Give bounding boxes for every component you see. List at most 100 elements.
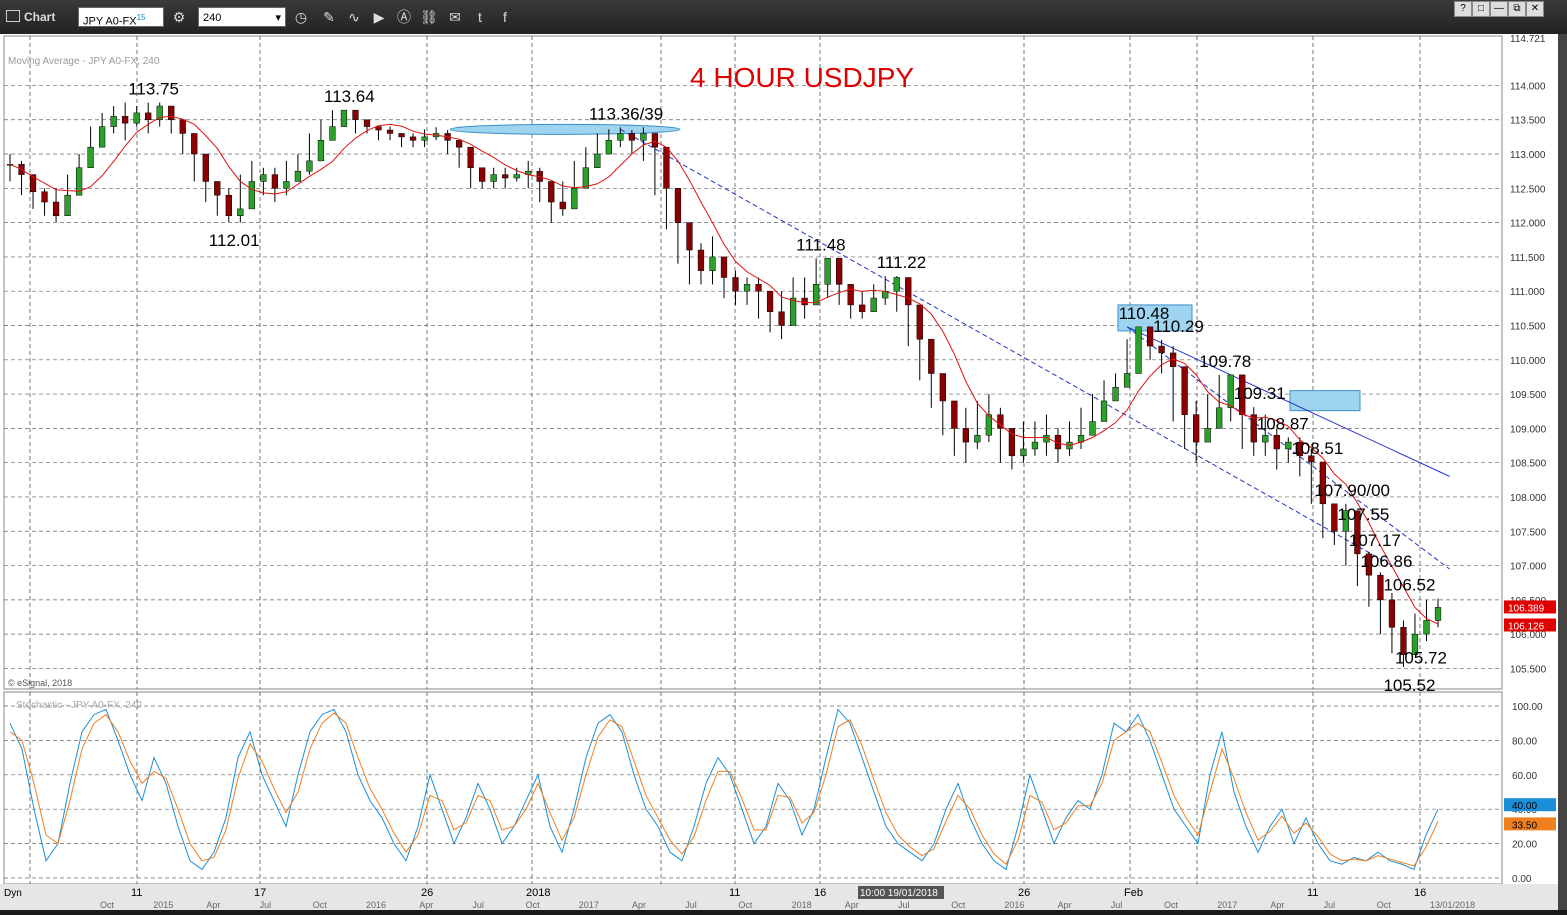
candle-body <box>548 181 555 203</box>
facebook-icon[interactable]: f <box>503 9 507 25</box>
candle-body <box>179 119 186 134</box>
price-annotation: 107.55 <box>1337 505 1389 524</box>
alert-icon[interactable]: Ⓐ <box>397 9 411 25</box>
chart-area[interactable]: 114.000 113.500 113.000 112.500 112.000 111.5… <box>0 34 1558 910</box>
candle-body <box>156 105 163 120</box>
chart-main-title: 4 HOUR USDJPY <box>690 62 914 93</box>
time-tick-sublabel: 2018 <box>792 900 812 910</box>
price-annotation: 110.29 <box>1153 317 1204 336</box>
price-annotation: 108.51 <box>1291 439 1343 458</box>
stoch-tick-label: 100.00 <box>1512 702 1543 713</box>
highlight-box <box>1289 390 1361 412</box>
chart-title: Chart <box>6 7 55 27</box>
twitter-icon[interactable]: t <box>478 9 482 25</box>
candle-body <box>502 174 509 179</box>
candle-body <box>1089 421 1096 436</box>
help-button[interactable]: ? <box>1454 1 1472 17</box>
time-tick-label: 2018 <box>526 887 550 899</box>
price-tick-label: 106.000 <box>1510 630 1547 641</box>
link-icon[interactable]: ⛓ <box>420 9 438 25</box>
comment-icon[interactable]: ✉ <box>449 9 461 25</box>
trendline <box>620 128 1393 566</box>
candle-body <box>755 284 762 292</box>
candle-body <box>905 277 912 306</box>
current-price-label: 106.389 <box>1508 603 1545 614</box>
candle-body <box>1308 455 1315 463</box>
minimize-button[interactable]: — <box>1490 1 1508 17</box>
crosshair-time: 10:00 19/01/2018 <box>860 888 938 899</box>
candle-body <box>605 140 612 155</box>
moving-average <box>9 115 1439 625</box>
annotations: 113.75 112.01 113.64 113.36/39 111.48 111.22 1… <box>128 80 1447 695</box>
time-tick-label: 16 <box>814 887 826 899</box>
scrollbar[interactable] <box>1558 34 1567 910</box>
price-top-label: 114.721 <box>1510 34 1546 45</box>
price-tick-label: 105.500 <box>1510 664 1547 675</box>
time-tick-sublabel: Jul <box>1111 900 1123 910</box>
draw-curve-icon[interactable]: ∿ <box>348 9 360 25</box>
price-tick-label: 111.500 <box>1510 253 1545 264</box>
clock-icon[interactable]: ◷ <box>294 9 308 25</box>
candle-body <box>985 414 993 436</box>
time-tick-sublabel: Oct <box>1377 900 1392 910</box>
maximize-button[interactable]: □ <box>1472 1 1490 17</box>
gear-icon[interactable]: ⚙ <box>172 9 186 25</box>
candle-body <box>709 256 716 271</box>
candle-body <box>1377 574 1384 601</box>
candle-body <box>594 153 601 169</box>
esignal-label: © eSignal, 2018 <box>8 678 72 688</box>
candles <box>6 102 1442 668</box>
price-annotation: 106.86 <box>1360 552 1412 571</box>
price-annotation: 105.52 <box>1383 676 1435 695</box>
candle-body <box>1020 448 1027 457</box>
candle-body <box>122 116 129 124</box>
candle-body <box>974 434 981 443</box>
price-tick-label: 108.500 <box>1510 459 1547 470</box>
candle-body <box>1227 374 1234 409</box>
price-tick-label: 110.000 <box>1510 356 1546 367</box>
candle-body <box>1181 366 1188 415</box>
price-tick-label: 113.000 <box>1510 150 1546 161</box>
price-tick-label: 107.000 <box>1510 562 1547 573</box>
candle-body <box>340 109 348 127</box>
candle-body <box>271 174 279 189</box>
window-title: Chart <box>24 10 56 24</box>
interval-field[interactable]: 240 ▾ <box>198 7 286 27</box>
candle-body <box>997 414 1004 429</box>
candle-body <box>928 338 935 374</box>
time-tick-label: 11 <box>1307 887 1318 899</box>
candle-body <box>1434 607 1442 621</box>
play-icon[interactable]: ▶ <box>373 9 385 25</box>
highlight-ellipse <box>449 123 681 135</box>
candle-body <box>352 109 359 120</box>
candle-body <box>168 105 175 120</box>
time-tick-sublabel: Oct <box>738 900 753 910</box>
candle-body <box>75 167 83 196</box>
time-tick-sublabel: Oct <box>100 900 115 910</box>
candle-body <box>1411 633 1419 655</box>
restore-button[interactable]: ⧉ <box>1508 1 1526 17</box>
candle-body <box>674 188 682 223</box>
ma-line <box>9 115 1439 625</box>
price-annotation: 109.31 <box>1234 384 1286 403</box>
stoch-k-line <box>9 708 1439 871</box>
time-tick-sublabel: Jul <box>898 900 910 910</box>
candle-body <box>743 284 751 292</box>
stoch-d-line <box>9 712 1439 867</box>
candle-body <box>1319 461 1326 505</box>
price-axis: 114.000 113.500 113.000 112.500 112.000 111.5… <box>4 34 1556 675</box>
pencil-icon[interactable]: ✎ <box>323 9 335 25</box>
candle-body <box>640 133 647 141</box>
candle-body <box>456 140 463 148</box>
ma-label: Moving Average - JPY A0-FX, 240 <box>8 56 160 67</box>
price-annotation: 107.90/00 <box>1314 481 1390 500</box>
candle-body <box>1296 441 1303 457</box>
crosshair-time-box <box>858 886 944 899</box>
price-tick-label: 107.500 <box>1510 527 1547 538</box>
time-tick-label: 26 <box>1018 887 1030 899</box>
close-button[interactable]: ✕ <box>1526 1 1544 17</box>
price-tick-label: 109.500 <box>1510 390 1547 401</box>
candle-body <box>1331 503 1338 532</box>
symbol-field[interactable]: JPY A0-FX15 <box>78 7 164 28</box>
